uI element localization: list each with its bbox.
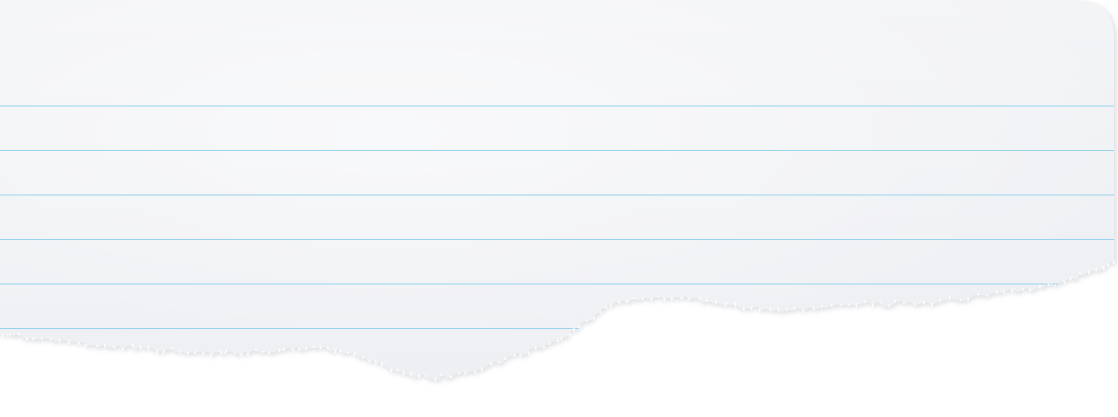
ruled-lines [0,105,1114,330]
paper-sheen [0,0,1114,380]
torn-paper [0,0,1117,383]
torn-edge-fibers [1,260,1115,382]
